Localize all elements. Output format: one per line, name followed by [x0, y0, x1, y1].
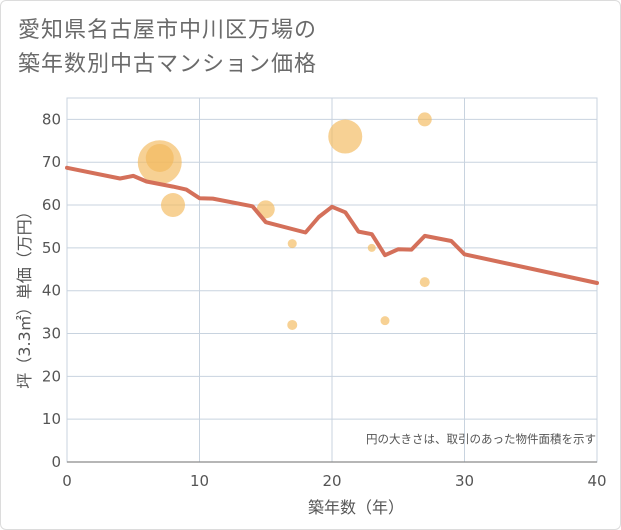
data-point — [328, 119, 363, 154]
y-tick-label: 20 — [42, 367, 61, 385]
y-tick-label: 50 — [42, 239, 61, 257]
data-point — [419, 277, 430, 288]
x-tick-label: 10 — [190, 472, 209, 490]
x-tick-label: 30 — [455, 472, 474, 490]
y-tick-label: 80 — [42, 110, 61, 128]
data-point — [417, 112, 432, 127]
size-annotation: 円の大きさは、取引のあった物件面積を示す — [366, 432, 596, 446]
x-tick-label: 40 — [587, 472, 606, 490]
chart-title-line2: 築年数別中古マンション価格 — [18, 52, 318, 77]
y-tick-label: 60 — [42, 196, 61, 214]
y-tick-label: 70 — [42, 153, 61, 171]
data-point — [287, 239, 297, 249]
trend-line — [65, 165, 599, 285]
y-tick-label: 40 — [42, 282, 61, 300]
y-tick-label: 0 — [51, 453, 61, 471]
x-axis-label: 築年数（年） — [308, 498, 404, 517]
y-tick-label: 30 — [42, 325, 61, 343]
y-tick-label: 10 — [42, 410, 61, 428]
bubble-series — [137, 112, 432, 330]
y-tick-labels: 0 10 20 30 40 50 60 70 80 — [42, 110, 61, 471]
grid-lines — [66, 97, 598, 463]
y-axis-label: 坪（3.3㎡）単価（万円） — [15, 203, 34, 388]
chart-title: 愛知県名古屋市中川区万場の 築年数別中古マンション価格 — [18, 14, 578, 82]
chart-title-line1: 愛知県名古屋市中川区万場の — [18, 18, 318, 43]
data-point — [380, 316, 390, 326]
data-point — [145, 143, 174, 172]
trend-line-group — [65, 165, 599, 285]
data-point — [287, 319, 298, 330]
data-point — [161, 193, 185, 218]
x-tick-labels: 0 10 20 30 40 — [62, 472, 606, 490]
x-tick-label: 20 — [322, 472, 341, 490]
x-tick-label: 0 — [62, 472, 72, 490]
data-point — [367, 243, 376, 252]
